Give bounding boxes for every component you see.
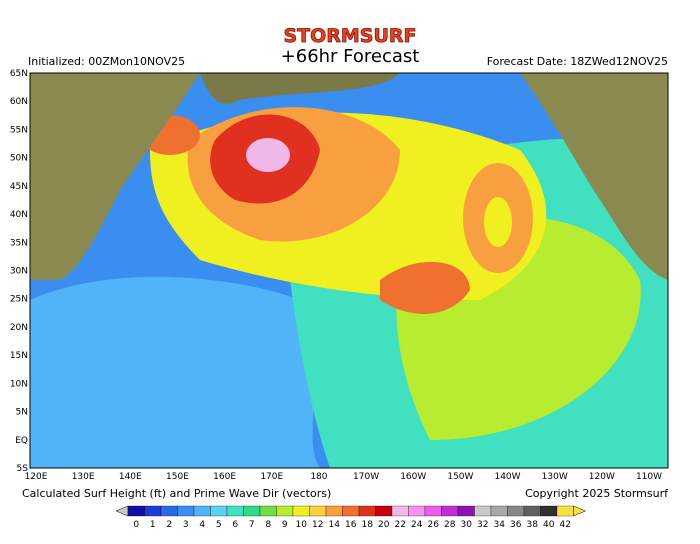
legend-swatch — [259, 505, 277, 517]
legend-arrow-right — [573, 505, 587, 517]
legend-swatch — [342, 505, 360, 517]
legend-label: 22 — [395, 520, 406, 530]
map-area — [30, 73, 668, 468]
legend-label: 5 — [216, 520, 222, 530]
legend-label: 8 — [265, 520, 271, 530]
legend-swatch — [177, 505, 195, 517]
legend-swatch — [457, 505, 475, 517]
initialized: Initialized: 00ZMon10NOV25 — [28, 55, 185, 68]
lat-label: 25N — [10, 295, 28, 305]
legend-label: 42 — [560, 520, 571, 530]
forecast-date: Forecast Date: 18ZWed12NOV25 — [487, 55, 668, 68]
legend-label: 6 — [232, 520, 238, 530]
legend-label: 18 — [362, 520, 374, 530]
legend-label: 24 — [411, 520, 423, 530]
lat-label: 10N — [10, 379, 28, 389]
legend-label: 20 — [378, 520, 390, 530]
legend-swatch — [276, 505, 294, 517]
lon-label: 130E — [72, 472, 95, 482]
legend-arrow-left — [115, 505, 129, 517]
legend-swatch — [408, 505, 426, 517]
lat-label: 50N — [10, 154, 28, 164]
legend-label: 1 — [150, 520, 156, 530]
lon-label: 110W — [636, 472, 662, 482]
lat-label: EQ — [15, 436, 28, 446]
lat-label: 60N — [10, 97, 28, 107]
lon-label: 160E — [213, 472, 236, 482]
lon-label: 120E — [25, 472, 48, 482]
legend-swatch — [441, 505, 459, 517]
lat-label: 65N — [10, 69, 28, 79]
lon-label: 140E — [119, 472, 142, 482]
legend-label: 12 — [312, 520, 323, 530]
lon-label: 120W — [589, 472, 615, 482]
legend-swatch — [226, 505, 244, 517]
lat-label: 30N — [10, 267, 28, 277]
legend-label: 9 — [282, 520, 288, 530]
legend-label: 14 — [329, 520, 341, 530]
copyright: Copyright 2025 Stormsurf — [525, 487, 669, 500]
lat-label: 55N — [10, 125, 28, 135]
lon-label: 150W — [447, 472, 473, 482]
legend-swatch — [144, 505, 162, 517]
legend-label: 34 — [494, 520, 506, 530]
lat-label: 15N — [10, 351, 28, 361]
legend-label: 32 — [477, 520, 488, 530]
legend-label: 2 — [166, 520, 172, 530]
legend-swatch — [243, 505, 261, 517]
legend-label: 26 — [428, 520, 440, 530]
lat-label: 20N — [10, 323, 28, 333]
lat-label: 5S — [17, 464, 29, 474]
lat-label: 40N — [10, 210, 28, 220]
legend-swatch — [193, 505, 211, 517]
lon-label: 140W — [494, 472, 520, 482]
legend-label: 30 — [461, 520, 473, 530]
lon-label: 170W — [353, 472, 379, 482]
legend-swatch — [490, 505, 508, 517]
caption: Calculated Surf Height (ft) and Prime Wa… — [22, 487, 331, 500]
lon-label: 170E — [260, 472, 283, 482]
legend-swatch — [523, 505, 541, 517]
legend-swatch — [292, 505, 310, 517]
lat-label: 35N — [10, 238, 28, 248]
lat-label: 45N — [10, 182, 28, 192]
legend-label: 7 — [249, 520, 255, 530]
legend-swatch — [127, 505, 145, 517]
legend-swatch — [210, 505, 228, 517]
legend-swatch — [424, 505, 442, 517]
lon-label: 180 — [310, 472, 327, 482]
legend-swatch — [556, 505, 574, 517]
legend-label: 36 — [510, 520, 522, 530]
lon-label: 160W — [400, 472, 426, 482]
lon-label: 150E — [166, 472, 189, 482]
legend-swatch — [358, 505, 376, 517]
lat-label: 5N — [16, 408, 28, 418]
brand: STORMSURF — [283, 25, 416, 47]
lon-label: 130W — [542, 472, 568, 482]
legend-label: 4 — [199, 520, 205, 530]
legend-label: 28 — [444, 520, 456, 530]
legend-label: 10 — [296, 520, 308, 530]
legend-swatch — [391, 505, 409, 517]
legend-swatch — [160, 505, 178, 517]
legend-swatch — [375, 505, 393, 517]
map-frame — [29, 72, 669, 469]
legend: 0 1 2 3 4 5 6 7 8 9 10 12 14 16 18 20 22 24 26 28 30 32 34 36 38… — [115, 505, 587, 530]
legend-swatch — [507, 505, 525, 517]
forecast-title: +66hr Forecast — [281, 46, 420, 67]
legend-label: 38 — [527, 520, 539, 530]
legend-label: 0 — [133, 520, 139, 530]
legend-label: 40 — [543, 520, 555, 530]
legend-swatch — [540, 505, 558, 517]
legend-swatch — [309, 505, 327, 517]
legend-label: 3 — [183, 520, 189, 530]
legend-label: 16 — [345, 520, 357, 530]
legend-swatch — [474, 505, 492, 517]
legend-swatch — [325, 505, 343, 517]
